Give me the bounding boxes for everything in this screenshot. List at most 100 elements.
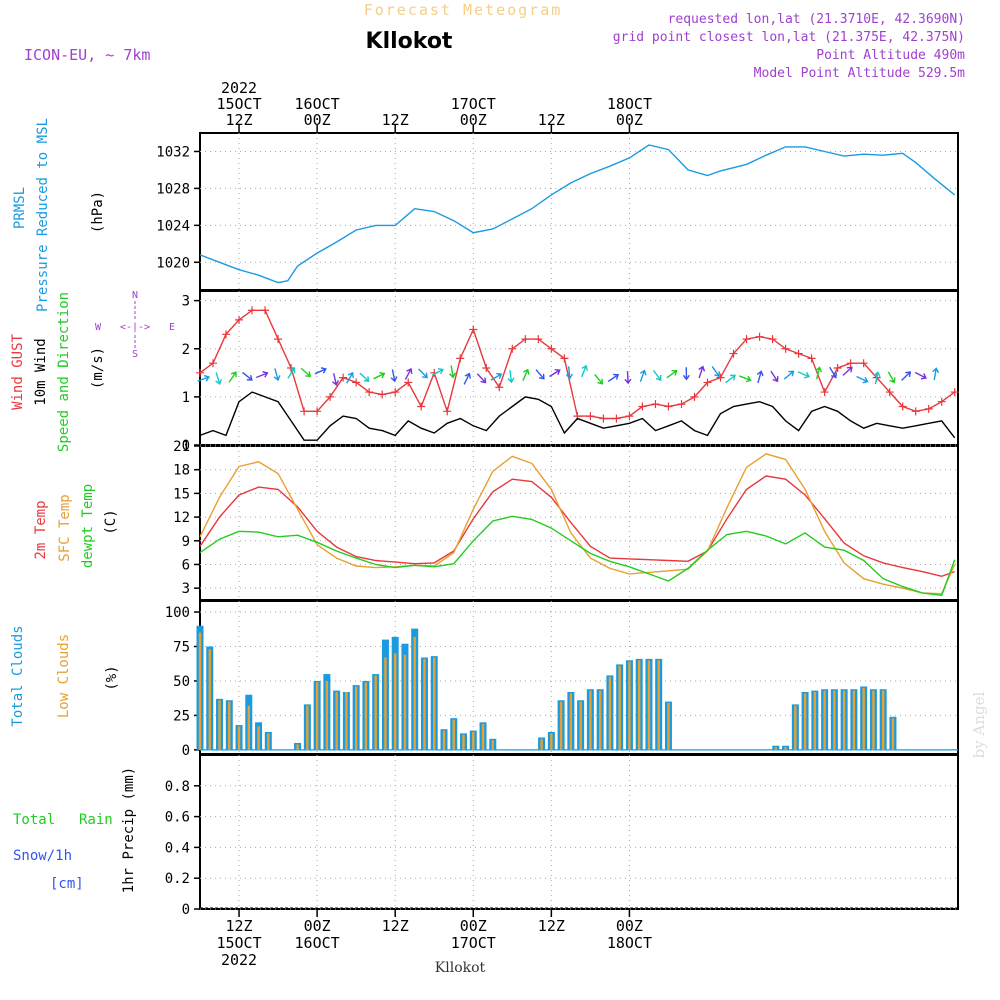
pressure-ytick-label: 1028 bbox=[156, 181, 190, 197]
low-clouds-bar bbox=[423, 658, 426, 750]
bottom-axis-label: 12Z bbox=[538, 917, 565, 935]
wind-direction-arrow bbox=[873, 371, 881, 385]
wind-direction-arrow bbox=[639, 369, 647, 383]
low-clouds-bar bbox=[667, 703, 670, 750]
low-clouds-bar bbox=[803, 693, 807, 750]
bottom-axis-label: 16OCT bbox=[295, 934, 340, 952]
wind-direction-arrow bbox=[624, 371, 632, 385]
bottom-axis-label: 15OCT bbox=[216, 934, 261, 952]
wind-ytick-label: 2 bbox=[182, 342, 190, 358]
bottom-axis-label: 00Z bbox=[304, 917, 331, 935]
top-axis-label: 16OCT bbox=[295, 95, 340, 113]
low-clouds-bar bbox=[647, 660, 651, 750]
wind-direction-arrow bbox=[418, 368, 428, 379]
point-altitude: Point Altitude 490m bbox=[816, 48, 965, 63]
gust-point bbox=[469, 325, 478, 334]
clouds-ytick-label: 75 bbox=[173, 639, 190, 655]
wind-direction-arrow bbox=[404, 367, 413, 380]
low-clouds-bar bbox=[267, 733, 270, 750]
compass-south: S bbox=[132, 349, 138, 360]
low-clouds-bar bbox=[823, 690, 826, 750]
top-axis-label: 15OCT bbox=[216, 95, 261, 113]
wind-panel: 0 1 2 3 bbox=[182, 290, 959, 454]
gust-point bbox=[313, 407, 322, 416]
top-axis-label: 18OCT bbox=[607, 95, 652, 113]
temperature-ytick-label: 9 bbox=[182, 534, 190, 550]
low-clouds-bar bbox=[813, 691, 817, 750]
temperature-ytick-label: 18 bbox=[173, 463, 190, 479]
bottom-axis-label: 2022 bbox=[221, 951, 257, 969]
gust-point bbox=[378, 390, 387, 399]
wind-ytick-label: 1 bbox=[182, 390, 190, 406]
wind-direction-arrow bbox=[829, 366, 838, 379]
temp-unit: (C) bbox=[103, 509, 119, 534]
gust-point bbox=[612, 414, 621, 423]
low-clouds-bar bbox=[559, 701, 563, 750]
wind-direction-arrow bbox=[932, 367, 940, 381]
clouds-ytick-label: 0 bbox=[182, 743, 190, 759]
wind-frame bbox=[199, 290, 959, 446]
low-clouds-bar bbox=[881, 690, 885, 750]
top-axis-label: 2022 bbox=[221, 79, 257, 97]
precip-ytick-label: 0.6 bbox=[165, 810, 190, 826]
temp-dewpt-label: dewpt Temp bbox=[80, 484, 96, 568]
bottom-axis-label: 00Z bbox=[460, 917, 487, 935]
low-clouds-bar bbox=[442, 730, 446, 750]
low-clouds-bar bbox=[364, 682, 368, 750]
wind-direction-arrow bbox=[390, 369, 398, 383]
gust-point bbox=[508, 344, 517, 353]
gust-point bbox=[950, 388, 959, 397]
wind-direction-arrow bbox=[607, 373, 620, 383]
low-clouds-bar bbox=[540, 738, 543, 750]
footer-location: Kllokot bbox=[435, 960, 486, 976]
wind-direction-arrow bbox=[255, 371, 269, 379]
gust-point bbox=[599, 414, 608, 423]
wind-direction-arrow bbox=[725, 374, 736, 384]
wind-direction-arrow bbox=[756, 370, 764, 384]
wind-direction-arrow bbox=[698, 365, 706, 379]
wind-direction-arrow bbox=[431, 368, 444, 376]
gust-point bbox=[521, 335, 530, 344]
wind-direction-arrow bbox=[448, 365, 457, 379]
low-clouds-bar bbox=[852, 690, 856, 750]
gust-point bbox=[703, 378, 712, 387]
precip-panel: 0 0.2 0.4 0.6 0.8 bbox=[165, 754, 959, 918]
compass-north: N bbox=[132, 290, 138, 301]
low-clouds-bar bbox=[335, 691, 338, 750]
compass-arrow: <-|-> bbox=[120, 322, 150, 333]
precip-ytick-label: 0 bbox=[182, 902, 190, 918]
low-clouds-bar bbox=[306, 705, 309, 750]
gust-point bbox=[625, 412, 634, 421]
clouds-ytick-label: 25 bbox=[173, 708, 190, 724]
gust-point bbox=[274, 335, 283, 344]
clouds-unit: (%) bbox=[104, 665, 120, 690]
low-clouds-bar bbox=[472, 731, 475, 750]
wind-direction-arrow bbox=[228, 371, 237, 383]
top-axis-label: 12Z bbox=[225, 111, 252, 129]
low-clouds-bar bbox=[891, 718, 895, 750]
low-clouds-bar bbox=[462, 734, 465, 750]
wind-unit: (m/s) bbox=[90, 347, 106, 389]
low-clouds-bar bbox=[618, 665, 621, 750]
gust-point bbox=[300, 407, 309, 416]
wind-direction-arrow bbox=[373, 371, 386, 380]
top-axis-label: 00Z bbox=[304, 111, 331, 129]
pressure-label-2: Pressure Reduced to MSL bbox=[35, 118, 51, 312]
gust-point bbox=[768, 335, 777, 344]
wind-ytick-label: 3 bbox=[182, 294, 190, 310]
wind-direction-arrow bbox=[359, 372, 370, 383]
gust-point bbox=[235, 315, 244, 324]
requested-coords: requested lon,lat (21.3710E, 42.3690N) bbox=[668, 12, 965, 27]
model-label: ICON-EU, ~ 7km bbox=[24, 46, 150, 64]
wind-direction-arrow bbox=[856, 375, 869, 384]
gust-point bbox=[209, 359, 218, 368]
wind-direction-arrow bbox=[242, 371, 253, 381]
temperature-ytick-label: 21 bbox=[173, 439, 190, 455]
low-clouds-bar bbox=[393, 653, 397, 750]
wind-direction-arrow bbox=[346, 371, 354, 384]
grid-point-coords: grid point closest lon,lat (21.375E, 42.… bbox=[613, 30, 965, 45]
gust-point bbox=[898, 402, 907, 411]
temperature-frame bbox=[199, 445, 959, 601]
pressure-ytick-label: 1024 bbox=[156, 218, 190, 234]
